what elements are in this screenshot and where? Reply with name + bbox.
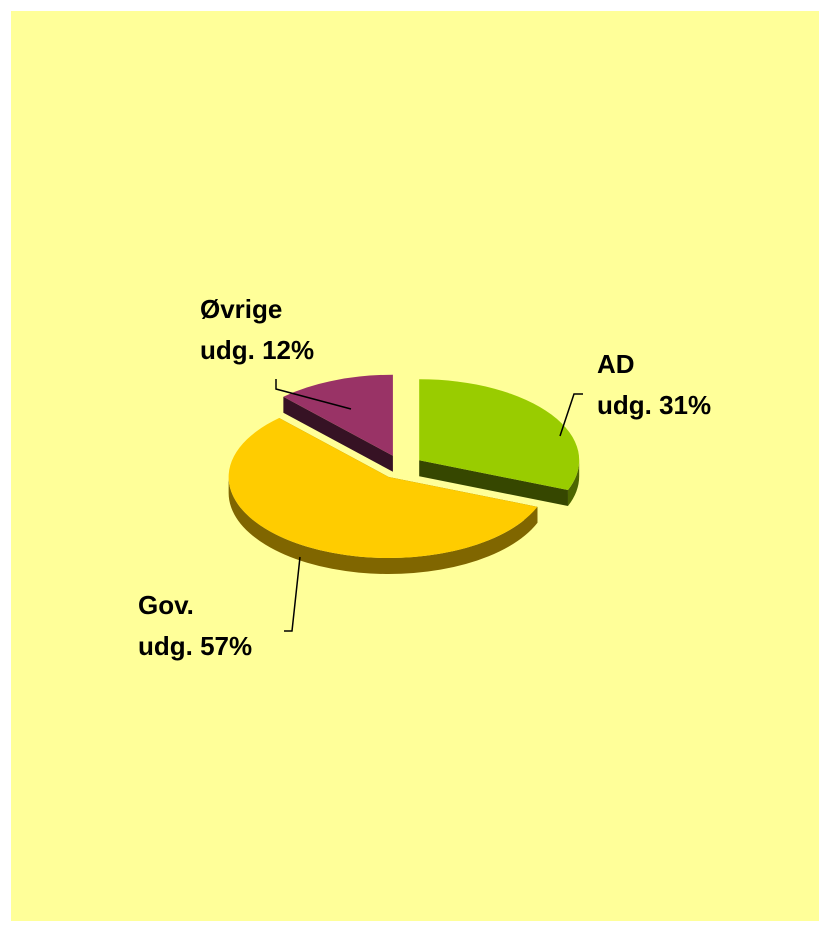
chart-area: AD udg. 31% Gov. udg. 57% Øvrige udg. 12… (11, 11, 819, 921)
slice-label-ad-value: udg. 31% (597, 390, 711, 420)
slice-rim-ad (567, 460, 580, 507)
leader-line-ovrige (275, 379, 352, 410)
pie-chart: AD udg. 31% Gov. udg. 57% Øvrige udg. 12… (138, 294, 711, 661)
slice-side-vrige-0 (283, 396, 393, 472)
slice-rim-gov (228, 477, 538, 575)
leader-line-ad (559, 393, 583, 437)
slice-label-gov-name: Gov. (138, 590, 194, 620)
slice-label-gov: Gov. udg. 57% (138, 590, 252, 661)
slice-label-ovrige-value: udg. 12% (200, 335, 314, 365)
pie-slice-vrige (283, 374, 393, 456)
slice-side-ad-1 (419, 460, 568, 507)
slice-label-ovrige: Øvrige udg. 12% (200, 294, 314, 365)
pie-slice-gov (228, 417, 538, 559)
slice-label-ad: AD udg. 31% (597, 349, 711, 420)
slice-label-ovrige-name: Øvrige (200, 294, 282, 324)
pie-slices (228, 374, 580, 575)
leader-line-gov (284, 556, 301, 632)
slice-label-gov-value: udg. 57% (138, 631, 252, 661)
slice-label-ad-name: AD (597, 349, 635, 379)
pie-slice-ad (419, 379, 580, 491)
